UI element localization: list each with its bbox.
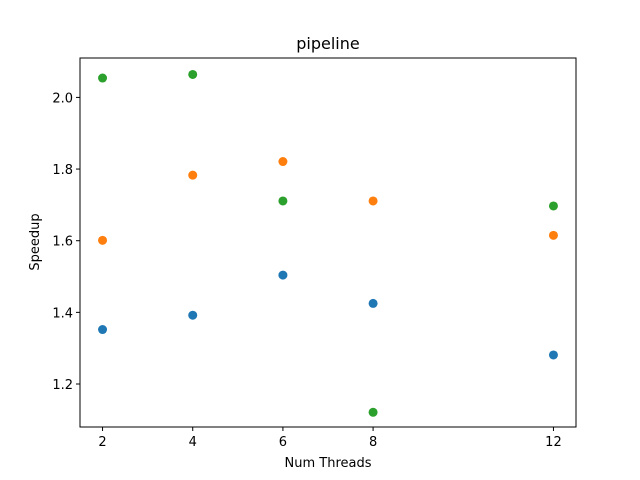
axes-frame	[79, 57, 577, 428]
data-point	[188, 69, 198, 79]
y-axis-label: Speedup	[28, 213, 43, 270]
y-axis: 1.2 1.4 1.6 1.8 2.0	[52, 91, 80, 393]
data-point	[98, 73, 108, 83]
y-tick-label: 1.6	[52, 235, 73, 250]
x-axis-label: Num Threads	[285, 456, 372, 471]
data-point	[548, 201, 558, 211]
data-point	[278, 157, 288, 167]
series-2	[98, 157, 558, 245]
x-axis: 2 4 6 8 12	[98, 427, 562, 450]
data-point	[368, 196, 378, 206]
x-tick-label: 2	[98, 435, 106, 450]
data-point	[368, 298, 378, 308]
data-point	[278, 270, 288, 280]
data-point	[98, 235, 108, 245]
data-point	[98, 325, 108, 335]
chart-title: pipeline	[296, 34, 359, 53]
x-tick-label: 12	[545, 435, 562, 450]
data-point	[188, 310, 198, 320]
data-point	[188, 170, 198, 180]
data-point	[548, 350, 558, 360]
y-tick-label: 1.2	[52, 378, 73, 393]
x-tick-label: 4	[189, 435, 197, 450]
data-point	[368, 407, 378, 417]
y-tick-label: 1.4	[52, 306, 73, 321]
series-1	[98, 270, 558, 360]
y-tick-label: 2.0	[52, 91, 73, 106]
series-3	[98, 69, 558, 417]
data-point	[278, 196, 288, 206]
data-point	[548, 230, 558, 240]
plot-area	[98, 69, 558, 417]
x-tick-label: 6	[279, 435, 287, 450]
y-tick-label: 1.8	[52, 163, 73, 178]
x-tick-label: 8	[369, 435, 377, 450]
